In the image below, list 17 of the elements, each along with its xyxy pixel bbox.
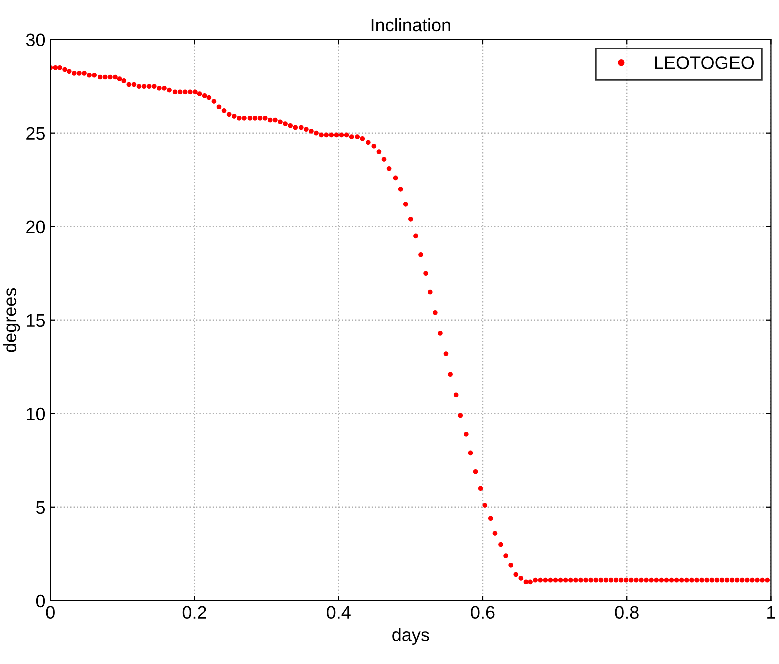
x-tick-label: 0.6 [471, 606, 495, 620]
legend-label: LEOTOGEO [655, 56, 754, 70]
x-axis-title: days [392, 628, 430, 645]
y-tick-label: 30 [26, 34, 46, 47]
x-tick-label: 0.4 [327, 606, 351, 620]
x-tick-label: 0.8 [615, 606, 639, 620]
y-tick-label: 5 [36, 502, 46, 514]
y-tick-label: 20 [26, 220, 46, 234]
x-tick-label: 0 [46, 606, 55, 620]
y-tick-label: 15 [27, 314, 46, 328]
chart-title: Inclination [372, 18, 450, 32]
y-tick-label: 10 [27, 408, 46, 421]
y-axis-title: degrees [3, 288, 20, 352]
y-tick-label: 0 [36, 594, 46, 608]
x-tick-label: 0.2 [182, 606, 206, 620]
y-tick-label: 25 [26, 127, 46, 140]
x-tick-label: 1 [768, 606, 776, 619]
